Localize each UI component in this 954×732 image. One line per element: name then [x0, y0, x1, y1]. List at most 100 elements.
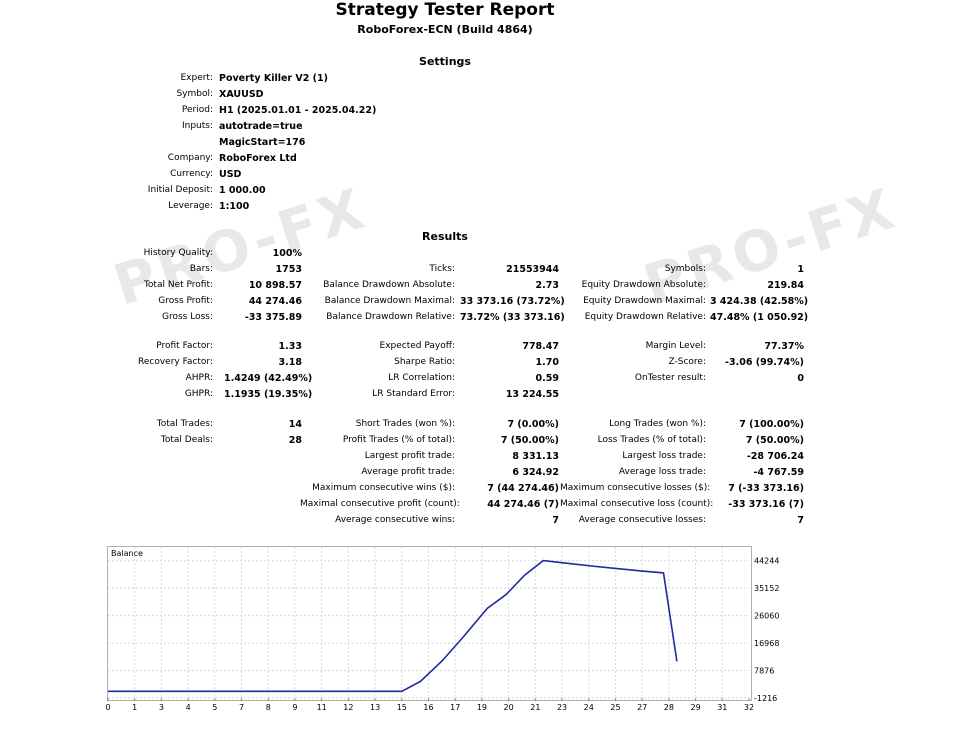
settings-value: autotrade=true [219, 121, 303, 132]
x-tick-label: 1 [132, 703, 137, 712]
x-tick-label: 24 [584, 703, 594, 712]
report-subtitle: RoboForex-ECN (Build 4864) [357, 23, 533, 36]
result-value: 6 324.92 [512, 467, 559, 478]
result-value: 47.48% (1 050.92) [710, 312, 809, 323]
settings-value: H1 (2025.01.01 - 2025.04.22) [219, 105, 377, 116]
result-label: Recovery Factor: [137, 357, 213, 367]
x-tick-label: 12 [343, 703, 353, 712]
x-tick-label: 5 [212, 703, 217, 712]
result-label: Symbols: [664, 264, 706, 274]
y-tick-label: 35152 [754, 584, 779, 593]
result-label: Equity Drawdown Maximal: [583, 296, 706, 306]
result-value: 1.33 [278, 341, 302, 352]
result-label: Z-Score: [668, 357, 707, 367]
result-label: Balance Drawdown Absolute: [323, 280, 455, 290]
settings-value: 1:100 [219, 201, 250, 212]
x-tick-label: 17 [450, 703, 460, 712]
result-value: -33 373.16 (7) [728, 499, 804, 510]
x-tick-label: 3 [159, 703, 164, 712]
result-value: 1.70 [535, 357, 559, 368]
x-tick-label: 23 [557, 703, 567, 712]
x-tick-label: 8 [266, 703, 271, 712]
settings-label: Symbol: [176, 89, 213, 99]
y-tick-label: 26060 [754, 612, 779, 621]
result-value: 10 898.57 [248, 280, 302, 291]
result-label: OnTester result: [634, 373, 706, 383]
x-tick-label: 13 [370, 703, 380, 712]
result-label: Loss Trades (% of total): [597, 435, 706, 445]
x-tick-label: 29 [690, 703, 700, 712]
chart-title: Balance [111, 549, 143, 558]
result-value: 0 [797, 373, 804, 384]
result-value: 8 331.13 [512, 451, 559, 462]
x-tick-label: 25 [610, 703, 620, 712]
result-label: Margin Level: [645, 341, 706, 351]
x-tick-label: 15 [397, 703, 407, 712]
result-value: 44 274.46 [248, 296, 302, 307]
result-value: 3.18 [278, 357, 302, 368]
result-value: 219.84 [767, 280, 804, 291]
x-tick-label: 4 [186, 703, 191, 712]
result-label: Equity Drawdown Absolute: [581, 280, 706, 290]
settings-heading: Settings [419, 55, 471, 68]
result-value: 1753 [275, 264, 302, 275]
settings-label: Period: [181, 105, 213, 115]
result-label: Profit Trades (% of total): [342, 435, 455, 445]
result-value: -28 706.24 [746, 451, 804, 462]
result-value: 7 (50.00%) [745, 435, 804, 446]
result-label: Balance Drawdown Relative: [326, 312, 455, 322]
report-title: Strategy Tester Report [335, 0, 555, 20]
result-label: Average loss trade: [618, 467, 706, 477]
result-label: Total Deals: [160, 435, 213, 445]
settings-value: RoboForex Ltd [219, 153, 297, 164]
result-label: GHPR: [184, 389, 213, 399]
x-tick-label: 11 [317, 703, 327, 712]
result-label: Profit Factor: [156, 341, 213, 351]
result-value: 1 [797, 264, 804, 275]
result-label: Average consecutive losses: [578, 515, 706, 525]
result-label: Maximum consecutive losses ($): [560, 483, 711, 493]
result-label: Average consecutive wins: [335, 515, 455, 525]
x-tick-label: 19 [477, 703, 487, 712]
result-label: Largest profit trade: [364, 451, 455, 461]
result-label: Total Trades: [156, 419, 213, 429]
settings-label: Initial Deposit: [147, 185, 213, 195]
result-value: 7 (0.00%) [507, 419, 559, 430]
result-value: 44 274.46 (7) [487, 499, 559, 510]
result-value: -33 375.89 [244, 312, 302, 323]
settings-label: Expert: [180, 73, 213, 83]
result-value: 7 [797, 515, 804, 526]
result-value: 21553944 [506, 264, 559, 275]
result-label: Total Net Profit: [143, 280, 213, 290]
result-value: 7 [552, 515, 559, 526]
result-value: 0.59 [535, 373, 559, 384]
results-heading: Results [422, 230, 468, 243]
x-tick-label: 32 [744, 703, 754, 712]
result-label: Bars: [189, 264, 213, 274]
result-label: History Quality: [143, 248, 213, 258]
balance-chart-frame [107, 546, 752, 701]
result-value: 7 (50.00%) [500, 435, 559, 446]
y-tick-label: 16968 [754, 639, 779, 648]
x-tick-label: 7 [239, 703, 244, 712]
result-value: 7 (-33 373.16) [728, 483, 804, 494]
x-tick-label: 9 [292, 703, 297, 712]
result-label: Equity Drawdown Relative: [584, 312, 706, 322]
result-label: Ticks: [429, 264, 455, 274]
result-label: Maximal consecutive profit (count): [300, 499, 460, 509]
result-value: 778.47 [522, 341, 559, 352]
result-value: 1.4249 (42.49%) [224, 373, 313, 384]
settings-value: XAUUSD [219, 89, 264, 100]
result-value: 73.72% (33 373.16) [460, 312, 565, 323]
y-tick-label: 7876 [754, 667, 774, 676]
result-label: Gross Profit: [158, 296, 213, 306]
result-label: AHPR: [185, 373, 213, 383]
result-label: Balance Drawdown Maximal: [324, 296, 455, 306]
settings-value: 1 000.00 [219, 185, 266, 196]
x-tick-label: 20 [504, 703, 514, 712]
result-label: Sharpe Ratio: [394, 357, 455, 367]
result-label: Short Trades (won %): [355, 419, 455, 429]
result-value: 100% [272, 248, 302, 259]
result-value: 7 (44 274.46) [487, 483, 559, 494]
x-tick-label: 28 [664, 703, 674, 712]
